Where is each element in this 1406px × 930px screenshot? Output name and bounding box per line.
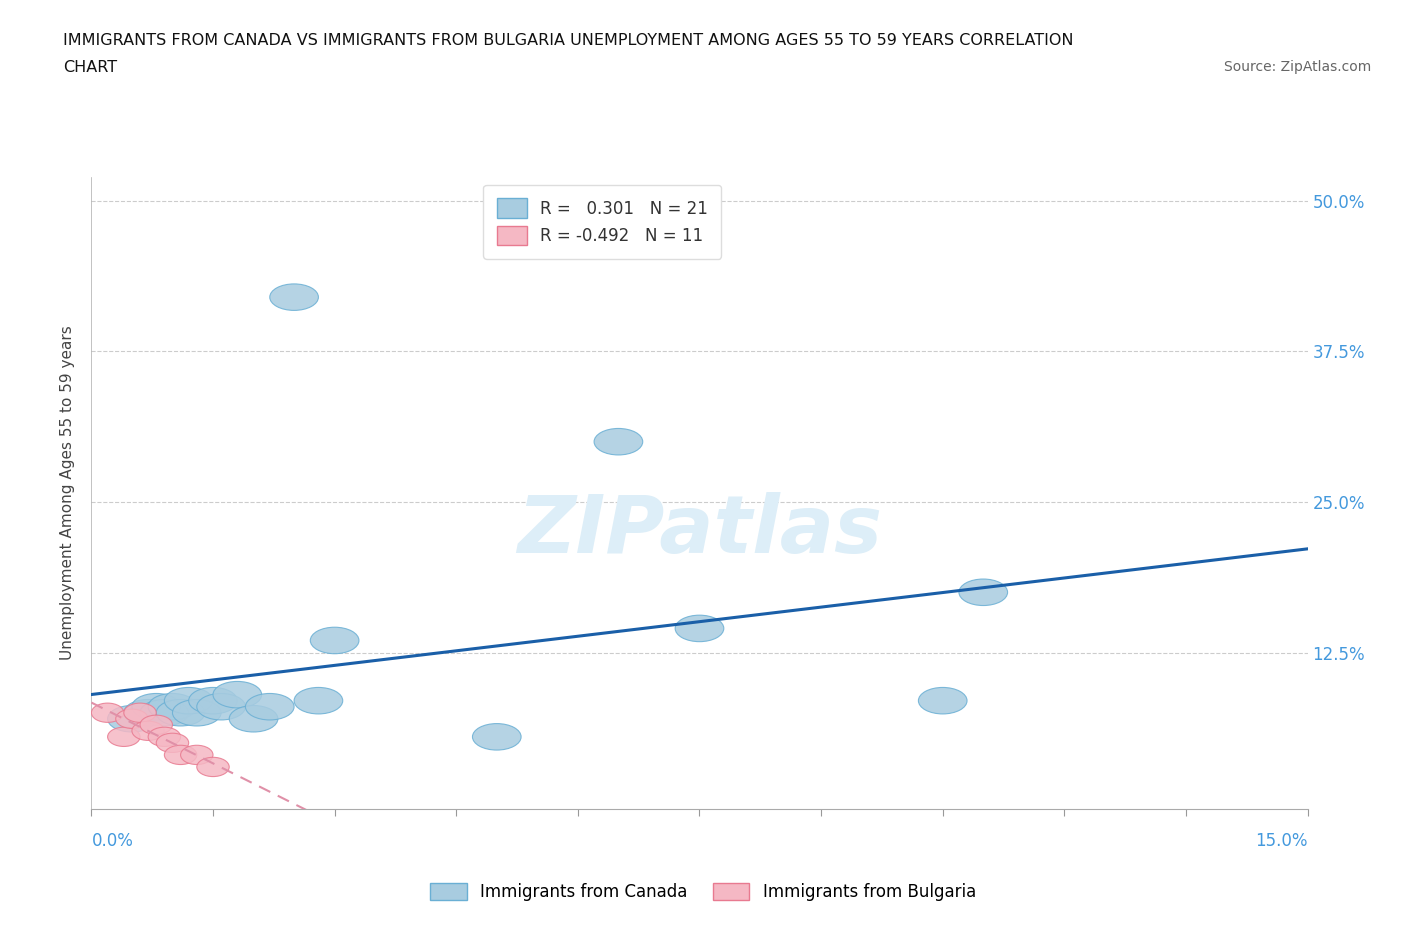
Ellipse shape [180, 745, 214, 764]
Ellipse shape [212, 682, 262, 708]
Y-axis label: Unemployment Among Ages 55 to 59 years: Unemployment Among Ages 55 to 59 years [60, 326, 76, 660]
Ellipse shape [959, 579, 1008, 605]
Ellipse shape [148, 727, 180, 747]
Ellipse shape [108, 727, 141, 747]
Ellipse shape [141, 715, 173, 735]
Ellipse shape [165, 745, 197, 764]
Ellipse shape [132, 721, 165, 740]
Ellipse shape [141, 699, 188, 726]
Ellipse shape [246, 694, 294, 720]
Text: 15.0%: 15.0% [1256, 832, 1308, 850]
Ellipse shape [188, 687, 238, 714]
Ellipse shape [132, 694, 180, 720]
Legend: R =   0.301   N = 21, R = -0.492   N = 11: R = 0.301 N = 21, R = -0.492 N = 11 [484, 185, 721, 259]
Text: ZIPatlas: ZIPatlas [517, 492, 882, 570]
Ellipse shape [108, 706, 156, 732]
Ellipse shape [124, 699, 173, 726]
Ellipse shape [173, 699, 221, 726]
Ellipse shape [675, 615, 724, 642]
Ellipse shape [294, 687, 343, 714]
Text: Source: ZipAtlas.com: Source: ZipAtlas.com [1223, 60, 1371, 74]
Ellipse shape [595, 429, 643, 455]
Ellipse shape [165, 687, 214, 714]
Text: IMMIGRANTS FROM CANADA VS IMMIGRANTS FROM BULGARIA UNEMPLOYMENT AMONG AGES 55 TO: IMMIGRANTS FROM CANADA VS IMMIGRANTS FRO… [63, 33, 1074, 47]
Ellipse shape [229, 706, 278, 732]
Ellipse shape [91, 703, 124, 723]
Legend: Immigrants from Canada, Immigrants from Bulgaria: Immigrants from Canada, Immigrants from … [423, 876, 983, 908]
Ellipse shape [197, 757, 229, 777]
Ellipse shape [270, 284, 318, 311]
Ellipse shape [156, 699, 205, 726]
Ellipse shape [124, 703, 156, 723]
Text: CHART: CHART [63, 60, 117, 75]
Ellipse shape [148, 694, 197, 720]
Ellipse shape [918, 687, 967, 714]
Ellipse shape [115, 709, 148, 728]
Ellipse shape [156, 733, 188, 752]
Ellipse shape [197, 694, 246, 720]
Ellipse shape [311, 627, 359, 654]
Text: 0.0%: 0.0% [91, 832, 134, 850]
Ellipse shape [472, 724, 522, 751]
